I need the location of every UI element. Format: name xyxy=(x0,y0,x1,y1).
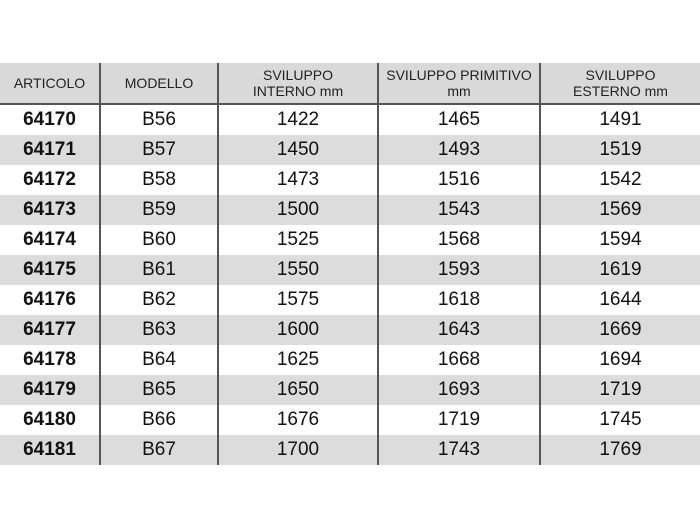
cell-sviluppo-esterno: 1719 xyxy=(539,375,700,405)
header-row: ARTICOLO MODELLO SVILUPPO INTERNO mm SVILUP… xyxy=(0,63,700,105)
cell-sviluppo-esterno: 1542 xyxy=(539,165,700,195)
cell-articolo: 64181 xyxy=(0,435,100,465)
cell-sviluppo-primitivo: 1465 xyxy=(377,104,540,135)
cell-sviluppo-interno: 1625 xyxy=(217,345,378,375)
table-row: 64179 B65 1650 1693 1719 xyxy=(0,375,700,405)
cell-sviluppo-esterno: 1669 xyxy=(539,315,700,345)
cell-sviluppo-interno: 1676 xyxy=(217,405,378,435)
cell-modello: B56 xyxy=(99,104,218,135)
header-modello: MODELLO xyxy=(99,63,218,105)
cell-modello: B60 xyxy=(99,225,218,255)
cell-articolo: 64170 xyxy=(23,109,76,130)
cell-articolo: 64174 xyxy=(23,229,76,250)
cell-modello: B66 xyxy=(99,405,218,435)
cell-sviluppo-interno: 1473 xyxy=(217,165,378,195)
cell-articolo: 64171 xyxy=(0,135,100,165)
cell-sviluppo-interno: 1600 xyxy=(217,315,378,345)
cell-sviluppo-primitivo: 1719 xyxy=(377,405,540,435)
table-row: 64180 B66 1676 1719 1745 xyxy=(0,405,700,435)
table-row: 64181 B67 1700 1743 1769 xyxy=(0,435,700,465)
cell-sviluppo-primitivo: 1568 xyxy=(377,225,540,255)
product-table: ARTICOLO MODELLO SVILUPPO INTERNO mm SVILUP… xyxy=(0,63,700,465)
cell-sviluppo-esterno: 1694 xyxy=(539,345,700,375)
cell-modello: B62 xyxy=(99,285,218,315)
cell-sviluppo-primitivo: 1643 xyxy=(377,315,540,345)
cell-sviluppo-esterno: 1745 xyxy=(539,405,700,435)
cell-sviluppo-esterno: 1594 xyxy=(539,225,700,255)
cell-sviluppo-primitivo: 1543 xyxy=(377,195,540,225)
cell-sviluppo-interno: 1700 xyxy=(217,435,378,465)
cell-sviluppo-esterno: 1491 xyxy=(539,104,700,135)
cell-sviluppo-primitivo: 1493 xyxy=(377,135,540,165)
cell-sviluppo-esterno: 1569 xyxy=(539,195,700,225)
header-sviluppo-esterno: SVILUPPO ESTERNO mm xyxy=(539,63,700,105)
cell-sviluppo-esterno: 1519 xyxy=(539,135,700,165)
cell-modello: B65 xyxy=(99,375,218,405)
cell-sviluppo-interno: 1575 xyxy=(217,285,378,315)
cell-modello: B58 xyxy=(99,165,218,195)
table-row: 64174 B60 1525 1568 1594 xyxy=(0,225,700,255)
cell-sviluppo-primitivo: 1516 xyxy=(377,165,540,195)
header-sviluppo-primitivo: SVILUPPO PRIMITIVO mm xyxy=(377,63,540,105)
cell-sviluppo-interno: 1422 xyxy=(217,104,378,135)
cell-sviluppo-esterno: 1644 xyxy=(539,285,700,315)
cell-articolo: 64175 xyxy=(0,255,100,285)
cell-modello: B61 xyxy=(99,255,218,285)
cell-sviluppo-primitivo: 1618 xyxy=(377,285,540,315)
cell-sviluppo-interno: 1525 xyxy=(217,225,378,255)
cell-sviluppo-interno: 1450 xyxy=(217,135,378,165)
cell-sviluppo-interno: 1550 xyxy=(217,255,378,285)
cell-sviluppo-primitivo: 1743 xyxy=(377,435,540,465)
cell-modello: B64 xyxy=(99,345,218,375)
cell-articolo: 64178 xyxy=(23,349,76,370)
table-row: 64173 B59 1500 1543 1569 xyxy=(0,195,700,225)
table-row: 64171 B57 1450 1493 1519 xyxy=(0,135,700,165)
cell-sviluppo-esterno: 1619 xyxy=(539,255,700,285)
cell-articolo: 64177 xyxy=(0,315,100,345)
cell-articolo: 64180 xyxy=(23,409,76,430)
table-row: 64170 B56 1422 1465 1491 xyxy=(0,104,700,135)
cell-modello: B67 xyxy=(99,435,218,465)
cell-articolo: 64176 xyxy=(23,289,76,310)
cell-modello: B59 xyxy=(99,195,218,225)
header-articolo: ARTICOLO xyxy=(0,63,100,105)
cell-sviluppo-interno: 1500 xyxy=(217,195,378,225)
cell-sviluppo-esterno: 1769 xyxy=(539,435,700,465)
cell-articolo: 64172 xyxy=(23,169,76,190)
cell-sviluppo-primitivo: 1668 xyxy=(377,345,540,375)
table-row: 64178 B64 1625 1668 1694 xyxy=(0,345,700,375)
cell-sviluppo-primitivo: 1593 xyxy=(377,255,540,285)
cell-sviluppo-primitivo: 1693 xyxy=(377,375,540,405)
table-row: 64175 B61 1550 1593 1619 xyxy=(0,255,700,285)
cell-articolo: 64173 xyxy=(0,195,100,225)
header-sviluppo-interno: SVILUPPO INTERNO mm xyxy=(217,63,378,105)
cell-modello: B57 xyxy=(99,135,218,165)
table-row: 64172 B58 1473 1516 1542 xyxy=(0,165,700,195)
table-row: 64176 B62 1575 1618 1644 xyxy=(0,285,700,315)
table-row: 64177 B63 1600 1643 1669 xyxy=(0,315,700,345)
cell-sviluppo-interno: 1650 xyxy=(217,375,378,405)
cell-articolo: 64179 xyxy=(0,375,100,405)
cell-modello: B63 xyxy=(99,315,218,345)
